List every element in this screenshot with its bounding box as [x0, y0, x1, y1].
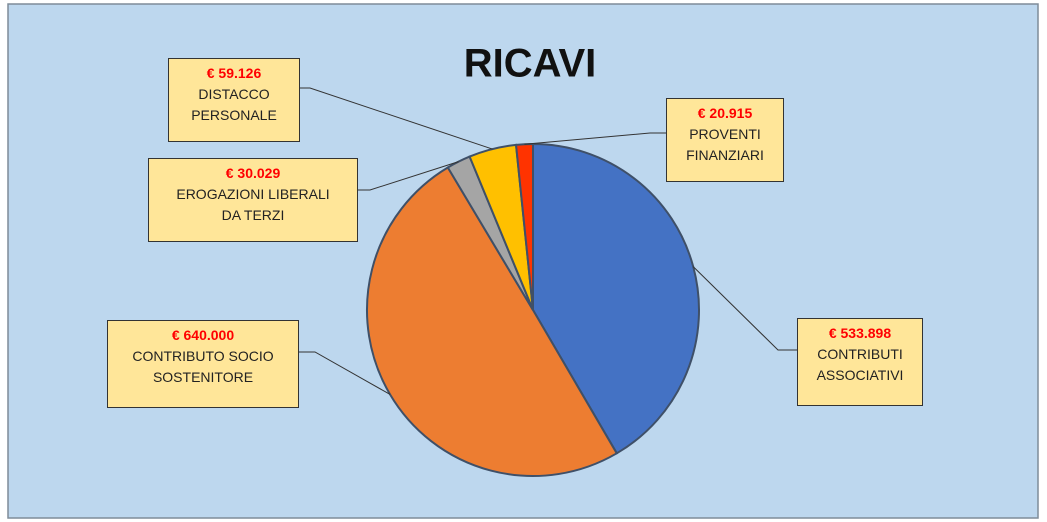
leader-line [692, 266, 797, 351]
leader-line [524, 132, 666, 145]
value-label: € 20.915 [697, 105, 753, 121]
data-label: € 640.000 CONTRIBUTO SOCIO SOSTENITORE [107, 320, 299, 408]
data-label: € 533.898 CONTRIBUTI ASSOCIATIVI [797, 318, 923, 406]
data-label: € 20.915 PROVENTI FINANZIARI [666, 98, 784, 182]
value-label: € 30.029 [225, 165, 281, 181]
leader-line [358, 161, 459, 191]
category-label: EROGAZIONI LIBERALI DA TERZI [176, 186, 330, 223]
category-label: DISTACCO PERSONALE [191, 86, 277, 123]
pie-slice [532, 142, 700, 455]
leader-line [300, 87, 493, 150]
value-label: € 533.898 [828, 325, 892, 341]
value-label: € 59.126 [206, 65, 262, 81]
data-label: € 59.126 DISTACCO PERSONALE [168, 58, 300, 142]
data-label: € 30.029 EROGAZIONI LIBERALI DA TERZI [148, 158, 358, 242]
pie-slice [366, 166, 619, 477]
category-label: CONTRIBUTI ASSOCIATIVI [816, 346, 904, 383]
leader-line [299, 351, 391, 395]
value-label: € 640.000 [171, 327, 235, 343]
chart-title: RICAVI [464, 42, 597, 86]
category-label: CONTRIBUTO SOCIO SOSTENITORE [132, 348, 274, 385]
category-label: PROVENTI FINANZIARI [686, 126, 764, 163]
